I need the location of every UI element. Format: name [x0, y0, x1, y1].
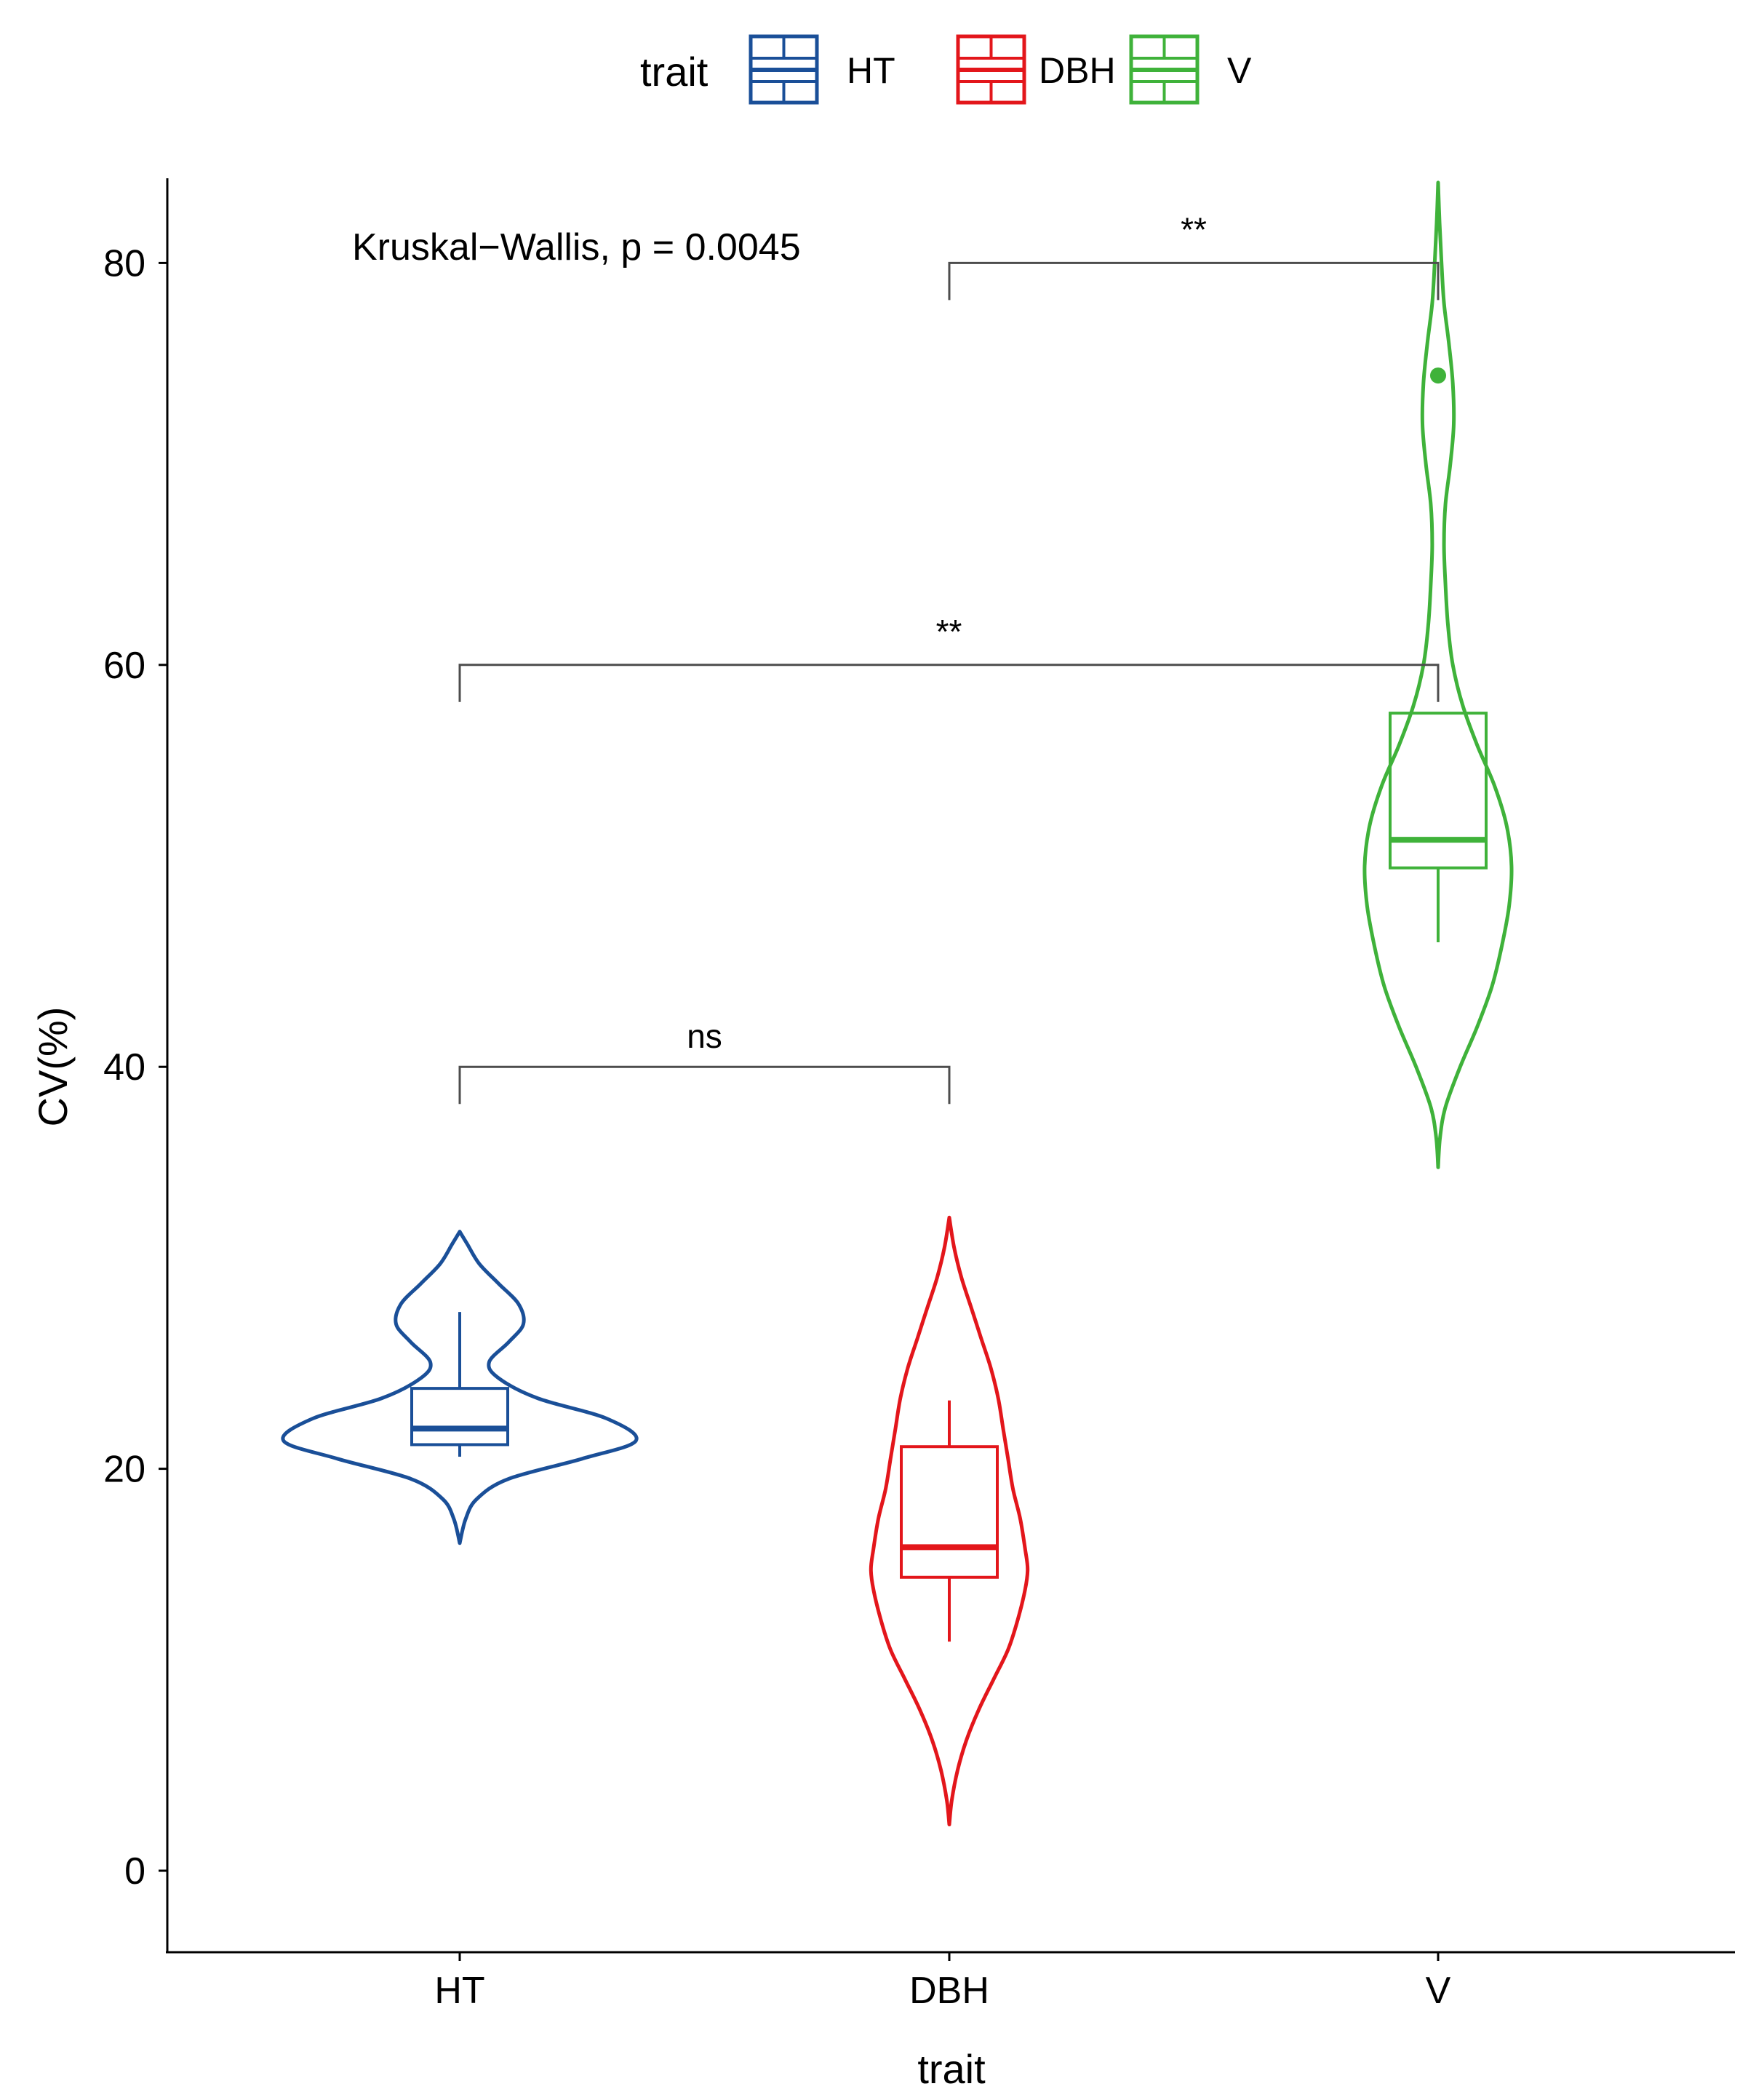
- legend-label-ht: HT: [847, 50, 895, 91]
- bracket-line: [458, 1065, 951, 1105]
- y-ticks: 0 20 40 60 80: [103, 242, 167, 1893]
- significance-label: ns: [687, 1017, 722, 1055]
- legend-label-dbh: DBH: [1039, 50, 1116, 91]
- y-tick-label: 0: [124, 1850, 145, 1893]
- kruskal-wallis-annotation: Kruskal−Wallis, p = 0.0045: [352, 226, 801, 268]
- x-axis-title: trait: [917, 2046, 986, 2089]
- y-tick-label: 60: [103, 645, 145, 687]
- legend-label-v: V: [1227, 50, 1252, 91]
- x-tick-label: DBH: [909, 1970, 989, 2012]
- violin-v: [1362, 180, 1514, 1169]
- boxplot-dbh: [900, 1400, 999, 1642]
- bracket-ht-v: **: [458, 613, 1440, 702]
- comparison-brackets: ns ** **: [458, 210, 1440, 1105]
- bracket-dbh-v: **: [948, 210, 1440, 301]
- legend: trait HT DBH V: [640, 34, 1252, 105]
- legend-key-v: [1129, 34, 1200, 105]
- axes: 0 20 40 60 80 HT DBH V: [103, 178, 1735, 2012]
- x-tick-label: HT: [434, 1970, 484, 2012]
- legend-title: trait: [640, 49, 709, 95]
- y-tick-label: 20: [103, 1449, 145, 1491]
- legend-items: HT DBH V: [749, 34, 1252, 105]
- box: [900, 1445, 999, 1579]
- x-ticks: HT DBH V: [434, 1952, 1451, 2012]
- box: [1389, 712, 1488, 870]
- violins: [281, 180, 1514, 1826]
- legend-key-ht: [749, 34, 819, 105]
- bracket-line: [948, 261, 1440, 301]
- significance-label: **: [1181, 210, 1207, 248]
- box: [410, 1387, 509, 1447]
- violin-dbh: [869, 1215, 1030, 1826]
- y-tick-label: 40: [103, 1046, 145, 1089]
- outlier-point: [1430, 367, 1446, 384]
- x-tick-label: V: [1426, 1970, 1451, 2012]
- y-tick-label: 80: [103, 242, 145, 284]
- boxplot-ht: [410, 1312, 509, 1457]
- bracket-line: [458, 664, 1440, 702]
- y-axis-title: CV(%): [30, 1007, 76, 1127]
- boxplot-v: [1389, 367, 1488, 942]
- significance-label: **: [936, 613, 962, 650]
- violin-ht: [281, 1230, 639, 1545]
- bracket-ht-dbh: ns: [458, 1017, 951, 1105]
- legend-key-dbh: [956, 34, 1026, 105]
- boxplots: [410, 367, 1488, 1642]
